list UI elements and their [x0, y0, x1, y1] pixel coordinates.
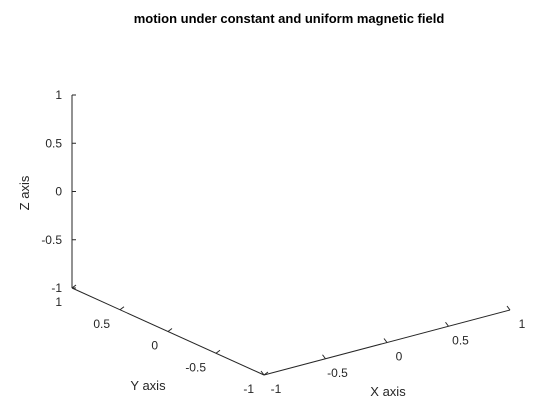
- chart-title: motion under constant and uniform magnet…: [134, 11, 445, 26]
- x-tick: [506, 305, 511, 311]
- y-tick-label: 0: [151, 339, 158, 353]
- x-tick-label: 0: [396, 350, 403, 364]
- y-axis: -1 -0.5 0 0.5 1 Y axis: [55, 284, 269, 396]
- y-axis-label: Y axis: [130, 378, 166, 393]
- y-tick: [215, 349, 221, 354]
- z-tick-label: 1: [55, 88, 62, 102]
- x-tick-label: 1: [519, 317, 526, 331]
- z-axis: -1 -0.5 0 0.5 1 Z axis: [17, 88, 76, 295]
- x-tick: [383, 338, 388, 343]
- y-tick-label: 1: [55, 295, 62, 309]
- z-axis-label: Z axis: [17, 175, 32, 210]
- z-tick-label: -0.5: [41, 233, 62, 247]
- x-tick-label: -0.5: [327, 366, 348, 380]
- y-tick-label: 0.5: [93, 317, 110, 331]
- y-tick: [119, 306, 125, 311]
- y-tick-label: -0.5: [185, 360, 206, 374]
- x-tick-label: 0.5: [452, 333, 469, 347]
- z-tick-label: 0.5: [45, 136, 62, 150]
- x-axis-label: X axis: [370, 384, 406, 399]
- x-tick: [322, 354, 326, 360]
- z-tick-label: 0: [55, 185, 62, 199]
- y-tick: [71, 284, 77, 289]
- x-tick-label: -1: [271, 382, 282, 396]
- y-tick: [167, 328, 173, 332]
- x-axis: -1 -0.5 0 0.5 1 X axis: [260, 305, 526, 399]
- x-tick: [445, 321, 449, 327]
- z-tick-label: -1: [51, 281, 62, 295]
- x-tick: [260, 370, 265, 376]
- y-tick-label: -1: [243, 382, 254, 396]
